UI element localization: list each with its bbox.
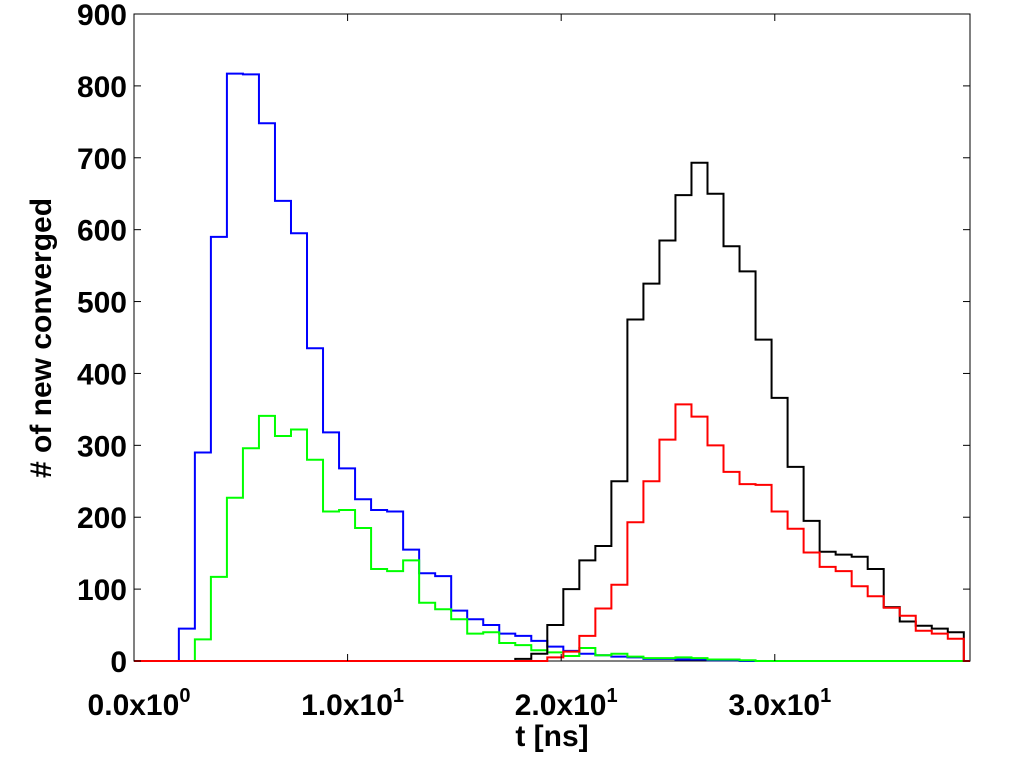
y-tick-label-2: 200 (77, 502, 127, 535)
y-tick-label-8: 800 (77, 71, 127, 104)
y-axis-label: # of new converged (25, 198, 58, 478)
series-layer (134, 72, 970, 662)
y-tick-label-9: 900 (77, 0, 127, 32)
x-tick-label-1: 1.0x101 (301, 685, 404, 722)
y-tick-label-7: 700 (77, 143, 127, 176)
x-axis-label: t [ns] (515, 720, 588, 753)
y-tick-label-3: 300 (77, 430, 127, 463)
tick-labels-layer: 0 100 200 300 400 500 600 700 800 900 0.0x100 1.0x1… (77, 0, 831, 722)
y-tick-label-6: 600 (77, 215, 127, 248)
y-tick-label-0: 0 (110, 646, 127, 679)
x-tick-label-3: 3.0x101 (728, 685, 831, 722)
x-tick-label-0: 0.0x100 (88, 685, 191, 722)
series-3-line (134, 403, 970, 662)
y-tick-label-1: 100 (77, 574, 127, 607)
plot-area (133, 13, 971, 662)
y-tick-label-4: 400 (77, 358, 127, 391)
ticks-layer (133, 13, 970, 662)
x-tick-label-2: 2.0x101 (515, 685, 618, 722)
series-1-line (134, 414, 970, 662)
y-tick-label-5: 500 (77, 287, 127, 320)
